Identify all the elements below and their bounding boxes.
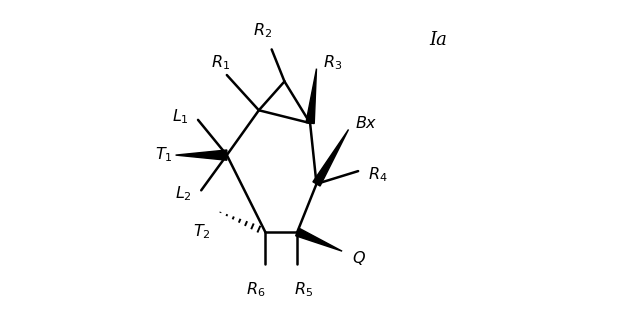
Text: $R_3$: $R_3$: [323, 53, 342, 72]
Polygon shape: [175, 150, 227, 160]
Text: $T_2$: $T_2$: [193, 223, 211, 241]
Text: $L_1$: $L_1$: [172, 107, 189, 126]
Text: $R_4$: $R_4$: [368, 165, 387, 184]
Text: Ia: Ia: [429, 31, 447, 49]
Text: $Bx$: $Bx$: [355, 115, 377, 131]
Text: $R_2$: $R_2$: [253, 21, 272, 40]
Text: $Q$: $Q$: [352, 249, 366, 266]
Polygon shape: [306, 68, 316, 124]
Polygon shape: [313, 130, 349, 186]
Text: $R_5$: $R_5$: [294, 280, 313, 299]
Text: $R_1$: $R_1$: [211, 53, 230, 72]
Text: $R_6$: $R_6$: [246, 280, 265, 299]
Text: $L_2$: $L_2$: [175, 184, 192, 203]
Polygon shape: [296, 228, 342, 251]
Text: $T_1$: $T_1$: [154, 146, 172, 164]
